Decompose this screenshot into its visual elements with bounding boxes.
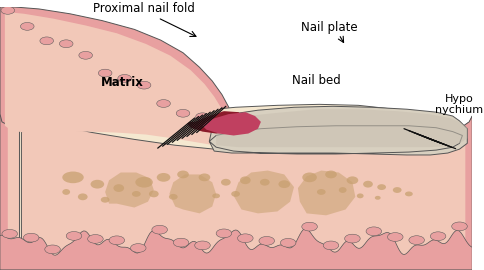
Ellipse shape xyxy=(23,233,39,242)
Ellipse shape xyxy=(40,37,53,45)
Ellipse shape xyxy=(113,184,124,192)
Polygon shape xyxy=(10,109,466,149)
Ellipse shape xyxy=(62,189,70,195)
Polygon shape xyxy=(216,109,466,147)
Ellipse shape xyxy=(212,193,220,198)
Polygon shape xyxy=(233,171,293,213)
Text: Proximal nail fold: Proximal nail fold xyxy=(93,2,195,15)
Ellipse shape xyxy=(176,109,189,117)
Ellipse shape xyxy=(118,75,131,82)
Ellipse shape xyxy=(387,233,402,241)
Ellipse shape xyxy=(156,100,170,107)
Ellipse shape xyxy=(374,196,380,200)
Ellipse shape xyxy=(240,176,250,184)
Polygon shape xyxy=(5,12,231,145)
Polygon shape xyxy=(186,111,245,134)
Ellipse shape xyxy=(278,180,289,188)
Ellipse shape xyxy=(173,238,188,247)
Ellipse shape xyxy=(365,227,381,236)
Ellipse shape xyxy=(151,225,167,234)
Ellipse shape xyxy=(231,191,240,197)
Ellipse shape xyxy=(316,189,325,195)
Text: Hypo
nychium: Hypo nychium xyxy=(435,93,483,115)
Polygon shape xyxy=(0,99,471,270)
Ellipse shape xyxy=(132,191,140,197)
Text: Nail bed: Nail bed xyxy=(291,73,340,86)
Polygon shape xyxy=(297,171,355,215)
Ellipse shape xyxy=(324,171,336,178)
Ellipse shape xyxy=(322,241,338,250)
Ellipse shape xyxy=(302,173,316,182)
Ellipse shape xyxy=(392,187,401,193)
Ellipse shape xyxy=(301,222,317,231)
Ellipse shape xyxy=(98,69,112,77)
Ellipse shape xyxy=(149,191,158,197)
Polygon shape xyxy=(0,99,471,270)
Ellipse shape xyxy=(78,193,88,200)
Polygon shape xyxy=(19,104,442,260)
Text: Matrix: Matrix xyxy=(101,76,144,89)
Ellipse shape xyxy=(472,242,484,251)
Text: Nail plate: Nail plate xyxy=(300,21,357,34)
Ellipse shape xyxy=(45,245,60,254)
Polygon shape xyxy=(0,7,235,145)
Ellipse shape xyxy=(258,237,274,245)
Ellipse shape xyxy=(177,171,188,178)
Ellipse shape xyxy=(338,187,346,193)
Ellipse shape xyxy=(59,40,73,48)
Ellipse shape xyxy=(280,238,295,247)
Ellipse shape xyxy=(101,197,109,203)
Ellipse shape xyxy=(346,176,358,184)
Ellipse shape xyxy=(156,173,170,182)
Polygon shape xyxy=(202,112,260,136)
Ellipse shape xyxy=(451,222,466,231)
Ellipse shape xyxy=(408,236,424,245)
Ellipse shape xyxy=(344,234,360,243)
Ellipse shape xyxy=(221,179,230,186)
Polygon shape xyxy=(0,229,471,270)
Ellipse shape xyxy=(79,51,92,59)
Ellipse shape xyxy=(363,181,372,188)
Ellipse shape xyxy=(130,244,146,252)
Polygon shape xyxy=(169,174,216,213)
Ellipse shape xyxy=(137,81,151,89)
Ellipse shape xyxy=(20,22,34,30)
Polygon shape xyxy=(222,122,458,152)
Ellipse shape xyxy=(2,230,17,238)
Ellipse shape xyxy=(259,179,269,186)
Ellipse shape xyxy=(198,173,210,181)
Polygon shape xyxy=(8,106,464,258)
Ellipse shape xyxy=(1,6,15,14)
Ellipse shape xyxy=(377,184,385,190)
Ellipse shape xyxy=(91,180,104,188)
Ellipse shape xyxy=(135,177,152,188)
Ellipse shape xyxy=(216,229,231,238)
Ellipse shape xyxy=(215,129,228,137)
Ellipse shape xyxy=(429,232,445,241)
Ellipse shape xyxy=(66,232,82,240)
Ellipse shape xyxy=(109,236,124,245)
Ellipse shape xyxy=(88,235,103,243)
Ellipse shape xyxy=(356,193,363,198)
Polygon shape xyxy=(209,106,466,155)
Ellipse shape xyxy=(237,234,253,243)
Ellipse shape xyxy=(194,241,210,250)
Ellipse shape xyxy=(404,191,412,196)
Polygon shape xyxy=(105,173,153,208)
Ellipse shape xyxy=(62,171,84,183)
Ellipse shape xyxy=(168,194,177,200)
Ellipse shape xyxy=(195,113,209,121)
